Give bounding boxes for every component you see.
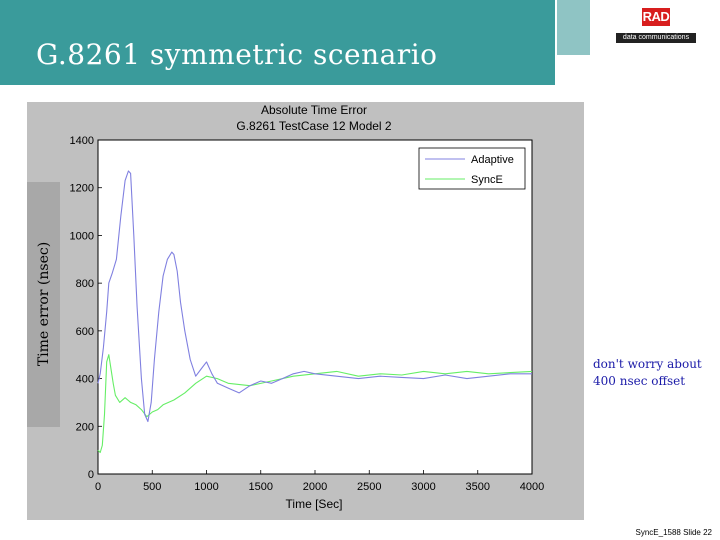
x-tick-label: 2500 bbox=[357, 481, 381, 493]
logo-mark: RAD bbox=[642, 8, 670, 26]
x-tick-label: 1000 bbox=[194, 481, 218, 493]
slide-title: G.8261 symmetric scenario bbox=[36, 38, 438, 71]
logo-subtext: data communications bbox=[616, 33, 696, 43]
header-band bbox=[0, 0, 555, 85]
x-tick-label: 0 bbox=[95, 481, 101, 493]
note-line-1: don't worry about bbox=[593, 357, 702, 371]
slide-footer: SyncE_1588 Slide 22 bbox=[635, 528, 713, 537]
x-tick-label: 3500 bbox=[466, 481, 490, 493]
annotation-note: don't worry about 400 nsec offset bbox=[593, 356, 713, 390]
legend: Adaptive SyncE bbox=[418, 147, 526, 190]
legend-box bbox=[418, 147, 526, 190]
y-tick-label: 1400 bbox=[70, 135, 94, 147]
x-axis-label: Time [Sec] bbox=[286, 497, 343, 511]
legend-label-synce: SyncE bbox=[471, 174, 503, 186]
series-line-adaptive bbox=[97, 170, 532, 423]
y-tick-label: 1200 bbox=[70, 183, 94, 195]
header-accent bbox=[557, 0, 590, 55]
axis-ticks: 0 500 1000 1500 2000 2500 3000 3500 4000 0 200 400 6… bbox=[70, 135, 545, 493]
x-tick-label: 4000 bbox=[520, 481, 544, 493]
series-line-synce bbox=[97, 354, 533, 454]
y-tick-label: 600 bbox=[76, 326, 94, 338]
y-tick-label: 800 bbox=[76, 278, 94, 290]
y-tick-label: 400 bbox=[76, 374, 94, 386]
chart-subtitle: G.8261 TestCase 12 Model 2 bbox=[236, 119, 392, 133]
plot-area bbox=[97, 139, 533, 475]
company-logo: RAD data communications bbox=[616, 8, 696, 44]
y-tick-label: 200 bbox=[76, 421, 94, 433]
x-tick-label: 500 bbox=[143, 481, 161, 493]
x-tick-label: 3000 bbox=[411, 481, 435, 493]
y-tick-label: 0 bbox=[88, 469, 94, 481]
series-layer bbox=[97, 170, 533, 454]
y-axis-label-band bbox=[27, 182, 60, 427]
chart-title: Absolute Time Error bbox=[261, 103, 367, 117]
note-line-2: 400 nsec offset bbox=[593, 374, 686, 388]
y-tick-label: 1000 bbox=[70, 230, 94, 242]
x-tick-label: 1500 bbox=[249, 481, 273, 493]
legend-label-adaptive: Adaptive bbox=[471, 154, 514, 166]
x-tick-label: 2000 bbox=[303, 481, 327, 493]
